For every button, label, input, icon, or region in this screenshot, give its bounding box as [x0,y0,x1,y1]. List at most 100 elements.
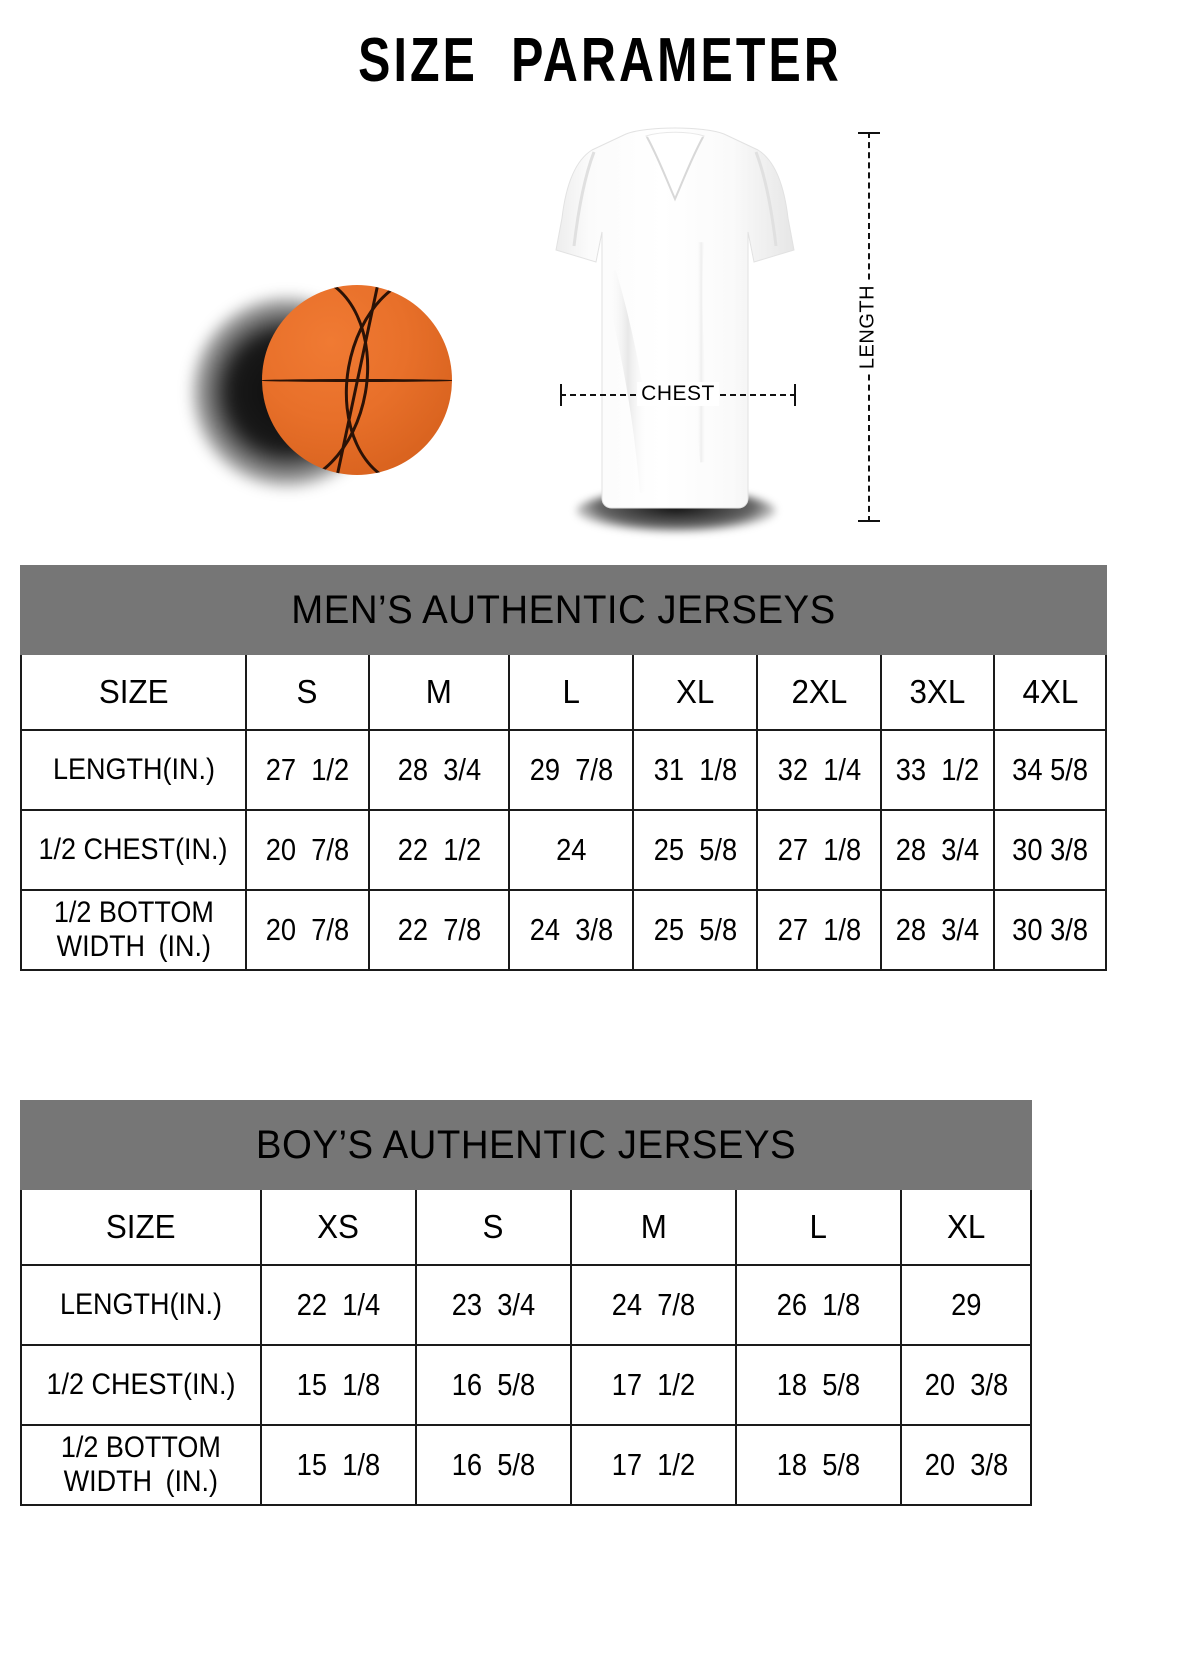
boys-table-banner: BOY’S AUTHENTIC JERSEYS [19,1100,1033,1190]
mens-col-l-text: L [562,673,580,710]
jersey-svg [555,127,795,509]
mens-col-2xl: 2XL [756,653,882,731]
length-label: LENGTH [853,280,883,374]
mens-col-xl-text: XL [675,673,715,710]
boys-chest-s: 16 5/8 [415,1344,572,1426]
length-measurement-line: LENGTH [846,128,890,526]
boys-table-header-row: SIZE XS S M L XL [20,1188,1033,1266]
mens-row-label-half-chest: 1/2 CHEST(IN.) [20,809,247,891]
mens-table-header-row: SIZE S M L XL 2XL 3XL 4XL [20,653,1108,731]
table-row: 1/2 CHEST(IN.) 20 7/8 22 1/2 24 25 5/8 2… [20,809,1108,891]
boys-length-xs: 22 1/4 [260,1264,417,1346]
mens-length-xl: 31 1/8 [632,729,758,811]
mens-row-label-length-text: LENGTH(IN.) [52,753,215,786]
boys-chest-l: 18 5/8 [735,1344,902,1426]
boys-col-size-text: SIZE [106,1208,176,1245]
boys-length-s: 23 3/4 [415,1264,572,1346]
mens-bottom-m: 22 7/8 [368,889,510,971]
boys-row-label-length-text: LENGTH(IN.) [60,1288,222,1321]
jersey-illustration [548,122,802,532]
mens-col-4xl: 4XL [992,653,1108,731]
boys-banner-text: BOY’S AUTHENTIC JERSEYS [255,1122,797,1167]
boys-col-size: SIZE [20,1188,262,1266]
length-cap-bottom [858,520,880,522]
boys-col-s-text: S [483,1208,504,1245]
mens-length-s: 27 1/2 [245,729,370,811]
page-title: SIZE PARAMETER [358,26,842,95]
boys-chest-xl: 20 3/8 [899,1344,1033,1426]
boys-col-m: M [570,1188,737,1266]
basketball-icon [192,285,460,505]
mens-bottom-xl: 25 5/8 [632,889,758,971]
boys-bottom-l: 18 5/8 [735,1424,902,1506]
chest-label: CHEST [637,382,719,406]
boys-row-label-bottom-width-line2: WIDTH (IN.) [63,1465,219,1498]
mens-col-3xl: 3XL [880,653,995,731]
illustration-area: CHEST LENGTH [0,110,1200,550]
mens-col-2xl-text: 2XL [791,673,847,710]
mens-row-label-length: LENGTH(IN.) [20,729,247,811]
mens-col-xl: XL [632,653,758,731]
mens-col-s: S [245,653,370,731]
mens-col-m-text: M [425,673,453,710]
boys-bottom-xs: 15 1/8 [260,1424,417,1506]
boys-bottom-s: 16 5/8 [415,1424,572,1506]
mens-row-label-half-chest-text: 1/2 CHEST(IN.) [38,833,229,866]
boys-row-label-half-chest-text: 1/2 CHEST(IN.) [46,1368,236,1401]
mens-row-label-bottom-width: 1/2 BOTTOM WIDTH (IN.) [20,889,247,971]
boys-row-label-bottom-width: 1/2 BOTTOM WIDTH (IN.) [20,1424,262,1506]
mens-length-2xl: 32 1/4 [756,729,882,811]
mens-chest-4xl: 30 3/8 [992,809,1108,891]
chest-measurement-line: CHEST [556,382,800,408]
mens-row-label-bottom-width-line1: 1/2 BOTTOM [53,896,214,930]
boys-length-m: 24 7/8 [570,1264,737,1346]
mens-col-s-text: S [297,673,318,710]
boys-table-banner-row: BOY’S AUTHENTIC JERSEYS [19,1100,1033,1190]
basketball-sphere [262,285,452,475]
boys-col-xl: XL [899,1188,1033,1266]
table-row: LENGTH(IN.) 22 1/4 23 3/4 24 7/8 26 1/8 … [20,1264,1033,1346]
mens-chest-l: 24 [508,809,634,891]
mens-length-l: 29 7/8 [508,729,634,811]
mens-col-4xl-text: 4XL [1022,673,1078,710]
mens-col-l: L [508,653,634,731]
basketball-seam-horizontal [262,378,452,382]
boys-length-xl: 29 [899,1264,1033,1346]
mens-length-4xl: 34 5/8 [992,729,1108,811]
mens-col-size: SIZE [20,653,247,731]
mens-chest-2xl: 27 1/8 [756,809,882,891]
boys-chest-xs: 15 1/8 [260,1344,417,1426]
boys-col-xs-text: XS [317,1208,360,1245]
boys-col-xl-text: XL [946,1208,986,1245]
table-row: LENGTH(IN.) 27 1/2 28 3/4 29 7/8 31 1/8 … [20,729,1108,811]
boys-length-l: 26 1/8 [735,1264,902,1346]
boys-bottom-m: 17 1/2 [570,1424,737,1506]
boys-row-label-half-chest: 1/2 CHEST(IN.) [20,1344,262,1426]
mens-table-banner-row: MEN’S AUTHENTIC JERSEYS [19,565,1108,655]
mens-bottom-l: 24 3/8 [508,889,634,971]
boys-col-m-text: M [640,1208,667,1245]
chest-cap-right [794,384,796,406]
boys-col-l: L [735,1188,902,1266]
table-row: 1/2 BOTTOM WIDTH (IN.) 15 1/8 16 5/8 17 … [20,1424,1033,1506]
table-row: 1/2 BOTTOM WIDTH (IN.) 20 7/8 22 7/8 24 … [20,889,1108,971]
boys-col-s: S [415,1188,572,1266]
mens-chest-3xl: 28 3/4 [880,809,995,891]
boys-row-label-bottom-width-line1: 1/2 BOTTOM [60,1431,222,1465]
mens-bottom-4xl: 30 3/8 [992,889,1108,971]
mens-chest-m: 22 1/2 [368,809,510,891]
mens-table-banner: MEN’S AUTHENTIC JERSEYS [19,565,1108,655]
boys-col-l-text: L [809,1208,828,1245]
boys-bottom-xl: 20 3/8 [899,1424,1033,1506]
mens-size-table: MEN’S AUTHENTIC JERSEYS SIZE S M L XL 2X… [19,565,1108,971]
mens-banner-text: MEN’S AUTHENTIC JERSEYS [291,587,836,632]
mens-bottom-3xl: 28 3/4 [880,889,995,971]
boys-col-xs: XS [260,1188,417,1266]
mens-col-m: M [368,653,510,731]
mens-length-m: 28 3/4 [368,729,510,811]
boys-chest-m: 17 1/2 [570,1344,737,1426]
mens-col-3xl-text: 3XL [909,673,966,710]
table-row: 1/2 CHEST(IN.) 15 1/8 16 5/8 17 1/2 18 5… [20,1344,1033,1426]
mens-bottom-2xl: 27 1/8 [756,889,882,971]
mens-chest-s: 20 7/8 [245,809,370,891]
